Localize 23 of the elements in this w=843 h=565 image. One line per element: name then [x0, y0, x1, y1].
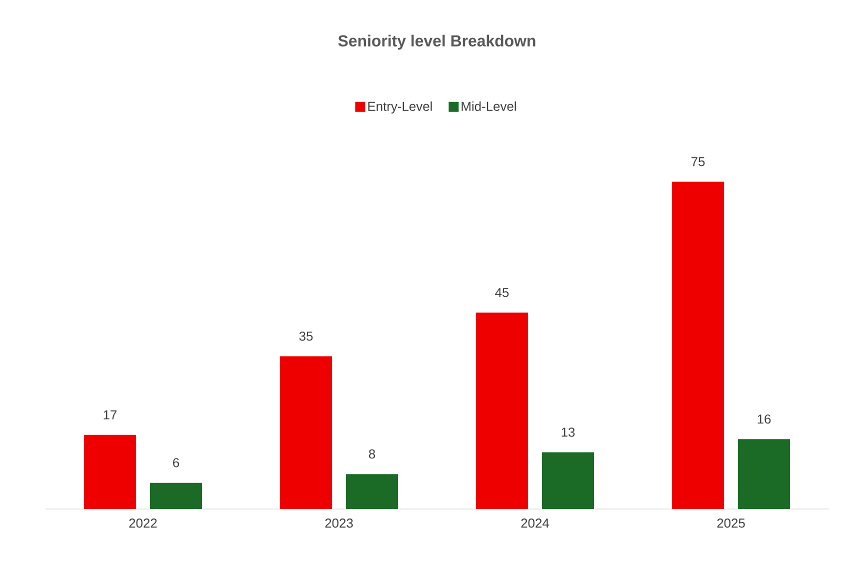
bar [346, 474, 398, 509]
bar [672, 182, 724, 509]
x-tick-label: 2022 [129, 518, 157, 528]
x-tick-label: 2023 [325, 518, 353, 528]
bar [542, 452, 594, 509]
chart-title: Seniority level Breakdown [338, 34, 536, 50]
x-tick-label: 2024 [521, 518, 550, 528]
data-label: 17 [104, 410, 117, 420]
bar [738, 439, 790, 509]
data-label: 6 [173, 458, 180, 468]
data-label: 16 [758, 414, 771, 424]
bar [476, 312, 528, 509]
data-label: 45 [495, 288, 509, 298]
legend-label: Entry-Level [368, 101, 432, 114]
data-label: 8 [368, 449, 376, 459]
data-label: 35 [299, 332, 313, 341]
data-label: 75 [691, 157, 705, 166]
bar [150, 482, 202, 509]
data-label: 13 [562, 428, 575, 437]
bar [280, 356, 332, 509]
legend-label: Mid-Level [462, 101, 516, 111]
x-tick-label: 2025 [717, 518, 745, 528]
bar [84, 434, 136, 509]
